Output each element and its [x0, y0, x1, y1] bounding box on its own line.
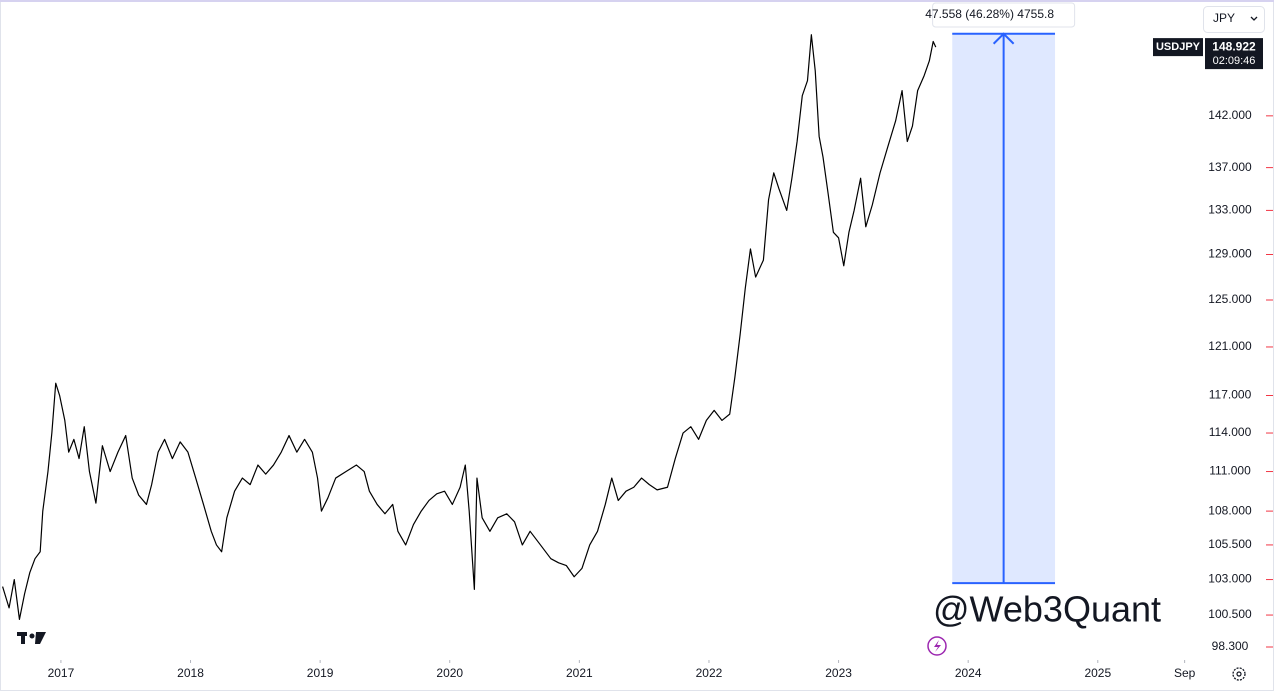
- y-tick-label: 111.000: [1209, 464, 1251, 478]
- x-tick-label: 2019: [307, 666, 334, 680]
- lightning-icon[interactable]: [927, 636, 947, 656]
- gear-inner: [1236, 671, 1242, 677]
- y-tick-label: 129.000: [1208, 247, 1252, 261]
- gear-outer: [1232, 667, 1246, 681]
- y-tick-label: 108.000: [1208, 503, 1252, 517]
- y-tick-label: 100.500: [1208, 607, 1252, 621]
- x-tick-label: 2024: [955, 666, 982, 680]
- price-tag-bg: [1205, 38, 1263, 70]
- y-tick-label: 117.000: [1209, 388, 1252, 402]
- y-tick-label: 103.000: [1208, 572, 1252, 586]
- y-tick-label: 105.500: [1208, 537, 1252, 551]
- symbol-tag: USDJPY: [1156, 41, 1201, 53]
- y-tick-label: 133.000: [1208, 203, 1252, 217]
- x-tick-label: 2017: [48, 666, 75, 680]
- measure-tool: 47.558 (46.28%) 4755.8: [925, 2, 1076, 585]
- symbol-tag-bg: [1153, 38, 1203, 57]
- price-tag: 148.922: [1212, 39, 1256, 53]
- price-line: [2, 34, 937, 620]
- currency[interactable]: JPY: [1213, 11, 1235, 25]
- x-tick-label: Sep: [1174, 666, 1196, 680]
- measure-label-box: [932, 2, 1076, 28]
- x-tick-label: 2022: [696, 666, 723, 680]
- y-tick-label: 125.000: [1208, 292, 1252, 306]
- y-tick-label: 121.000: [1208, 339, 1252, 353]
- measure-label: 47.558 (46.28%) 4755.8: [925, 7, 1054, 21]
- watermark: @Web3Quant: [933, 589, 1161, 630]
- y-tick-label: 114.000: [1209, 425, 1252, 439]
- countdown: 02:09:46: [1213, 55, 1256, 67]
- x-tick-label: 2025: [1084, 666, 1111, 680]
- x-tick-label: 2021: [566, 666, 593, 680]
- y-tick-label: 142.000: [1208, 108, 1252, 122]
- tv-logo: [17, 632, 46, 644]
- x-tick-label: 2020: [436, 666, 463, 680]
- settings-icon[interactable]: [1232, 667, 1246, 681]
- y-tick-label: 137.000: [1208, 160, 1252, 174]
- y-tick-label: 98.300: [1212, 639, 1249, 653]
- x-tick-label: 2018: [177, 666, 204, 680]
- x-tick-label: 2023: [825, 666, 852, 680]
- currency-button[interactable]: JPY: [1203, 6, 1265, 33]
- measure-arrowhead: [992, 32, 1015, 45]
